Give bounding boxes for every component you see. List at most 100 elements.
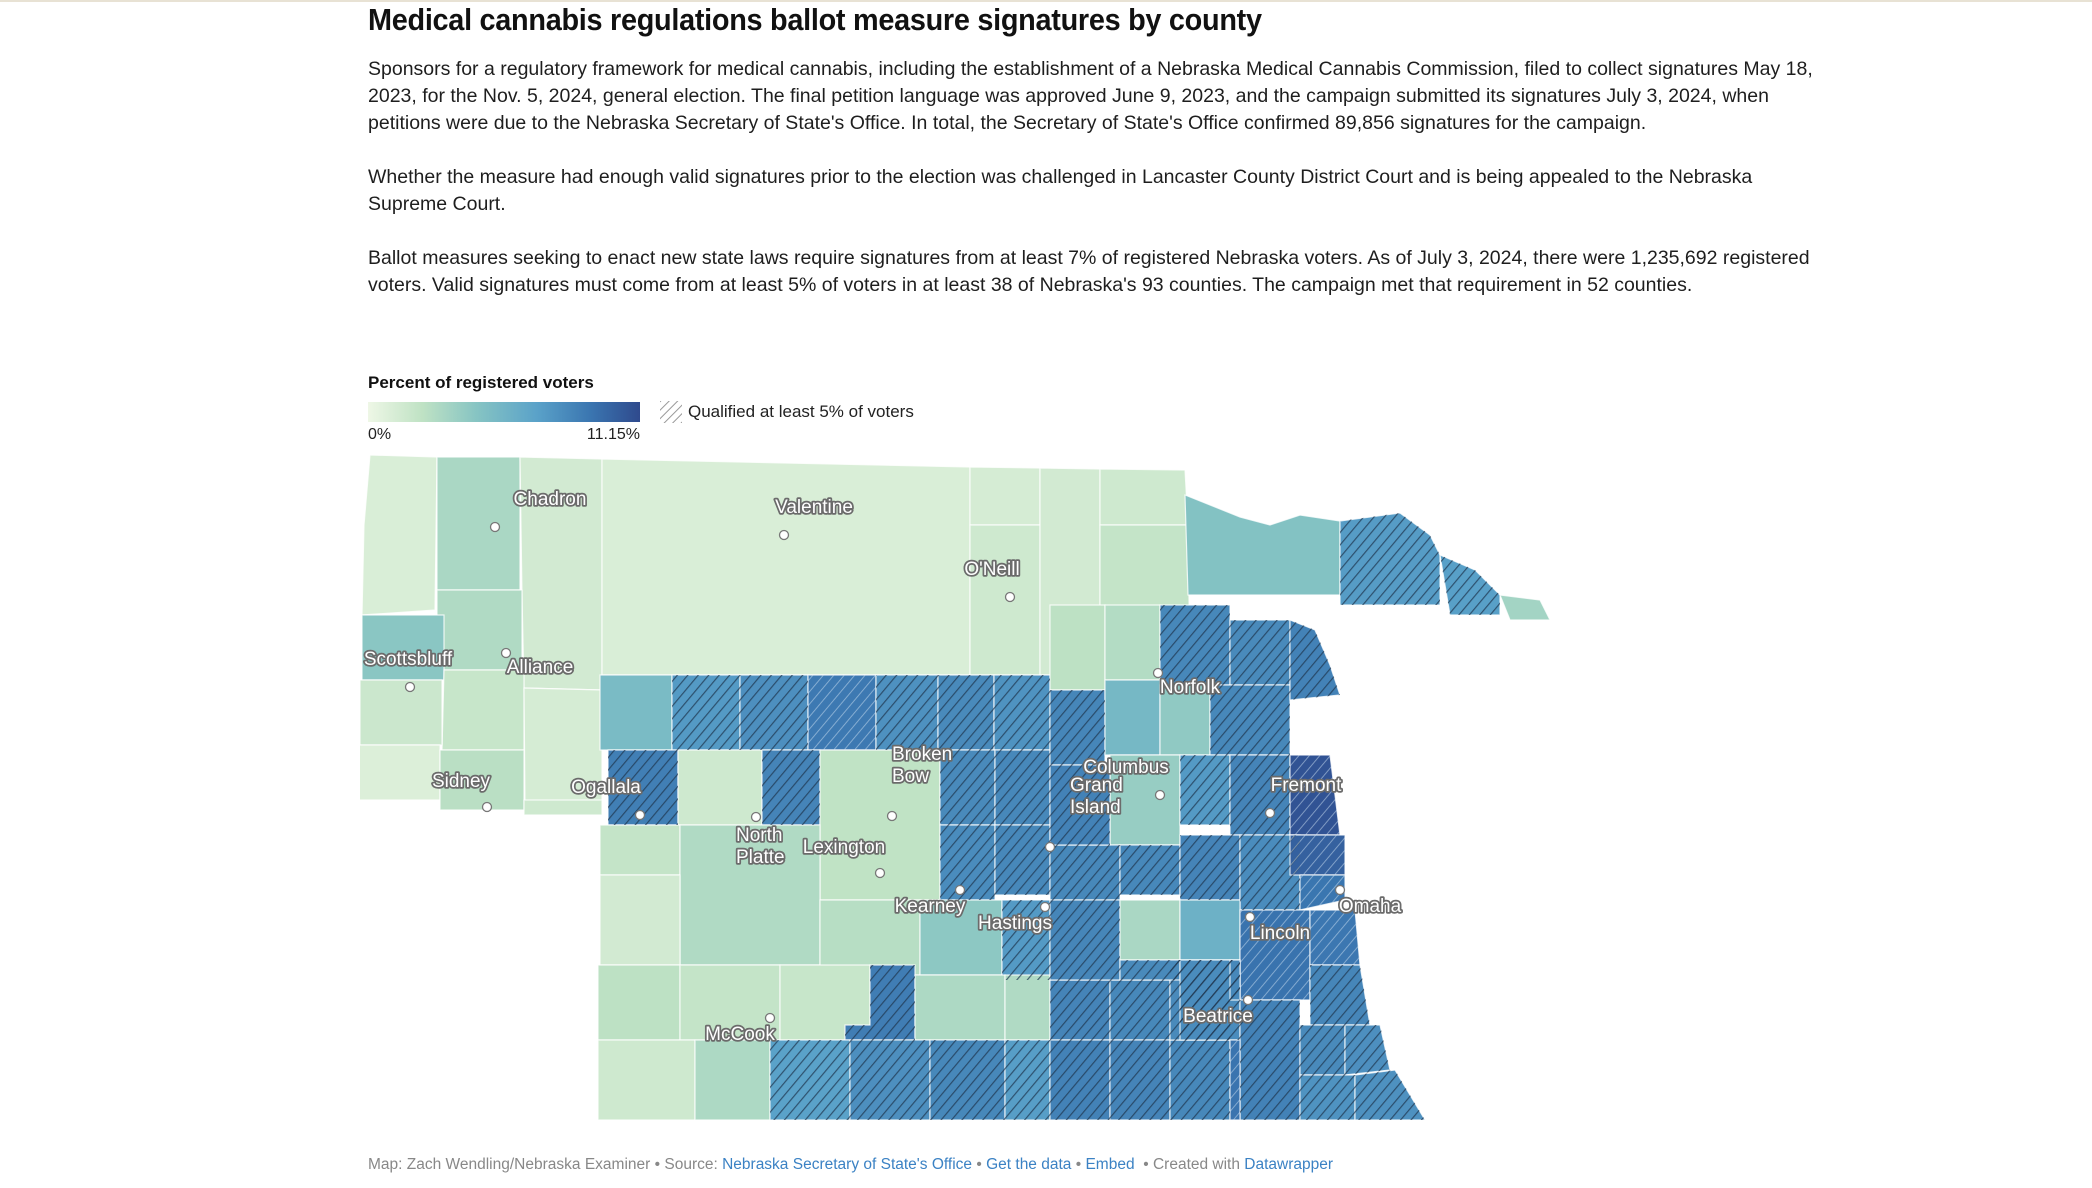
county-thurston[interactable] xyxy=(1229,619,1291,686)
county-cass[interactable] xyxy=(1309,909,1361,966)
county-scotts-bluff[interactable] xyxy=(361,614,445,681)
county-antelope[interactable] xyxy=(1049,604,1106,691)
county-otoe[interactable] xyxy=(1309,964,1371,1026)
city-marker: McCook xyxy=(703,1012,777,1047)
county-furnas[interactable] xyxy=(849,1039,931,1121)
county-hooker[interactable] xyxy=(671,674,741,751)
county-thomas[interactable] xyxy=(739,674,809,751)
legend-min-label: 0% xyxy=(368,426,392,443)
county-boone[interactable] xyxy=(1049,689,1106,766)
city-dot-icon xyxy=(750,811,762,823)
city-marker: Columbus xyxy=(1081,755,1171,801)
city-label: McCook xyxy=(705,1024,775,1045)
county-franklin[interactable] xyxy=(1004,1039,1051,1121)
county-cedar[interactable] xyxy=(1339,512,1441,606)
county-wayne[interactable] xyxy=(1159,604,1231,686)
legend-color-gradient xyxy=(368,402,640,422)
legend-title: Percent of registered voters xyxy=(368,373,594,392)
county-cuming[interactable] xyxy=(1209,684,1291,756)
county-lincoln[interactable] xyxy=(679,824,821,966)
city-dot-icon xyxy=(1044,841,1056,853)
county-thayer[interactable] xyxy=(1169,1039,1231,1121)
county-nemaha[interactable] xyxy=(1344,1024,1391,1076)
county-hamilton[interactable] xyxy=(1049,899,1121,981)
footer-separator: • xyxy=(1143,1156,1149,1173)
city-label: Valentine xyxy=(775,497,853,518)
county-mcpherson[interactable] xyxy=(677,749,763,826)
county-red-willow[interactable] xyxy=(769,1039,851,1121)
county-howard[interactable] xyxy=(994,824,1051,896)
county-dakota[interactable] xyxy=(1499,594,1551,621)
county-johnson[interactable] xyxy=(1299,1024,1346,1076)
county-grant[interactable] xyxy=(599,674,673,751)
county-webster[interactable] xyxy=(1049,1039,1111,1121)
county-morrill[interactable] xyxy=(441,669,525,751)
county-kearney[interactable] xyxy=(1004,974,1051,1041)
city-marker: Kearney xyxy=(893,884,968,919)
county-chase[interactable] xyxy=(597,964,681,1041)
city-dot-icon xyxy=(489,521,501,533)
get-data-link[interactable]: Get the data xyxy=(986,1156,1072,1173)
county-nuckolls[interactable] xyxy=(1109,1039,1171,1121)
county-harlan[interactable] xyxy=(929,1039,1006,1121)
city-label: Lincoln xyxy=(1250,923,1310,944)
city-label: Broken xyxy=(892,744,952,765)
county-saline-east[interactable] xyxy=(1229,1039,1241,1121)
county-dawes[interactable] xyxy=(436,456,521,591)
county-brown[interactable] xyxy=(969,524,1041,676)
description-paragraph: Sponsors for a regulatory framework for … xyxy=(368,58,1813,134)
county-hall[interactable] xyxy=(1001,899,1051,981)
county-butler[interactable] xyxy=(1179,834,1241,901)
county-garfield[interactable] xyxy=(937,674,995,751)
county-richardson[interactable] xyxy=(1354,1069,1427,1121)
county-dixon[interactable] xyxy=(1439,554,1501,616)
city-dot-icon xyxy=(1154,789,1166,801)
county-pawnee[interactable] xyxy=(1299,1074,1356,1121)
county-clay[interactable] xyxy=(1109,979,1171,1041)
city-label: Alliance xyxy=(507,657,574,678)
county-colfax[interactable] xyxy=(1179,754,1231,826)
county-keya-paha[interactable] xyxy=(969,466,1041,526)
county-adams[interactable] xyxy=(1049,979,1111,1041)
city-marker: Norfolk xyxy=(1152,667,1222,700)
county-york[interactable] xyxy=(1119,899,1181,961)
county-phelps[interactable] xyxy=(914,974,1006,1041)
county-polk[interactable] xyxy=(1119,844,1181,896)
county-logan[interactable] xyxy=(761,749,821,826)
county-greeley[interactable] xyxy=(994,749,1051,826)
county-loup[interactable] xyxy=(875,674,939,751)
county-madison[interactable] xyxy=(1104,679,1161,756)
county-douglas[interactable] xyxy=(1289,834,1346,876)
county-deuel[interactable] xyxy=(523,799,603,816)
source-link[interactable]: Nebraska Secretary of State's Office xyxy=(722,1156,973,1173)
county-dundy[interactable] xyxy=(597,1039,696,1121)
embed-link[interactable]: Embed xyxy=(1085,1156,1135,1173)
county-blaine[interactable] xyxy=(807,674,877,751)
county-jefferson-east[interactable] xyxy=(1229,959,1241,1001)
city-marker: Ogallala xyxy=(569,775,646,821)
county-sherman[interactable] xyxy=(939,824,996,901)
county-pierce[interactable] xyxy=(1104,604,1161,681)
county-wheeler[interactable] xyxy=(993,674,1051,751)
chart-footer: Map: Zach Wendling/Nebraska Examiner • S… xyxy=(368,1156,1333,1174)
county-seward[interactable] xyxy=(1179,899,1241,961)
county-sioux[interactable] xyxy=(361,455,438,616)
county-knox[interactable] xyxy=(1184,494,1341,596)
city-label: North xyxy=(736,825,782,846)
county-kimball[interactable] xyxy=(360,744,441,801)
county-boyd[interactable] xyxy=(1099,468,1189,526)
county-keith[interactable] xyxy=(599,824,681,876)
county-banner[interactable] xyxy=(360,679,443,746)
city-dot-icon xyxy=(404,681,416,693)
datawrapper-link[interactable]: Datawrapper xyxy=(1244,1156,1334,1173)
county-perkins[interactable] xyxy=(599,874,681,966)
county-fillmore[interactable] xyxy=(1119,959,1181,981)
county-burt[interactable] xyxy=(1289,619,1341,701)
county-hitchcock[interactable] xyxy=(694,1039,771,1121)
city-dot-icon xyxy=(1334,884,1346,896)
footer-separator: • xyxy=(654,1156,661,1173)
county-cherry[interactable] xyxy=(601,458,971,676)
city-dot-icon xyxy=(634,809,646,821)
county-merrick[interactable] xyxy=(1049,844,1121,901)
